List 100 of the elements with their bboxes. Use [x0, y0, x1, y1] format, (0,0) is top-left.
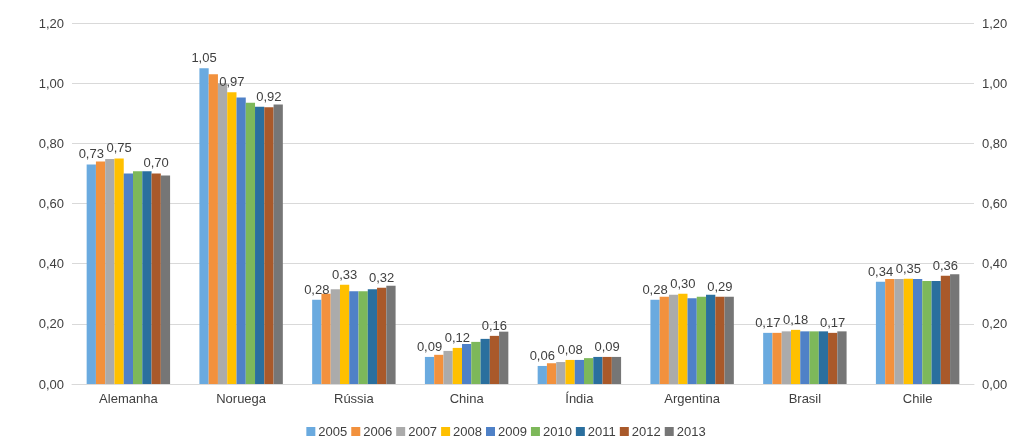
data-label: 0,29 — [707, 278, 733, 294]
x-tick-label: Índia — [565, 391, 595, 406]
y-tick-label: 0,40 — [38, 256, 64, 272]
data-label: 0,09 — [416, 338, 443, 354]
data-label: 0,70 — [143, 155, 169, 171]
bar — [593, 356, 603, 384]
bar — [565, 359, 575, 384]
bar — [922, 281, 932, 384]
x-tick-label: Argentina — [664, 391, 721, 406]
bar — [602, 356, 612, 384]
bar — [912, 279, 923, 384]
data-label: 0,35 — [895, 260, 922, 276]
bar — [358, 291, 368, 384]
bar — [763, 332, 773, 384]
legend-label: 2013 — [676, 424, 706, 439]
x-tick-label: Chile — [902, 391, 933, 406]
legend-label: 2007 — [408, 424, 438, 439]
x-tick-label: Rússia — [334, 391, 375, 406]
bar — [227, 92, 237, 384]
legend-label: 2012 — [631, 424, 661, 439]
legend-label: 2008 — [453, 424, 483, 439]
bar — [696, 296, 707, 384]
x-tick-label: Noruega — [216, 391, 267, 406]
y2-tick-label: 0,40 — [982, 256, 1008, 272]
bar — [556, 362, 566, 384]
data-label: 0,97 — [219, 74, 245, 90]
y-tick-label: 0,60 — [38, 196, 64, 211]
bar — [800, 331, 810, 384]
y2-tick-label: 0,00 — [982, 376, 1008, 392]
y2-tick-label: 0,60 — [982, 196, 1008, 211]
bar — [818, 331, 829, 384]
bar — [86, 164, 96, 384]
bar — [330, 289, 340, 384]
data-label: 0,28 — [304, 281, 330, 297]
bar — [537, 365, 547, 384]
bar — [611, 356, 622, 384]
bar — [95, 161, 106, 384]
bar — [706, 294, 716, 384]
data-label: 0,33 — [331, 266, 358, 282]
bar — [480, 338, 490, 384]
y-tick-label: 1,00 — [38, 75, 64, 91]
data-label: 1,05 — [191, 50, 217, 66]
legend-label: 2010 — [542, 424, 572, 439]
x-tick-label: China — [449, 391, 485, 406]
y2-tick-label: 1,00 — [982, 75, 1008, 91]
y-tick-label: 1,20 — [38, 15, 64, 31]
bar — [142, 171, 152, 384]
bar — [659, 296, 669, 384]
bar — [903, 278, 913, 384]
data-label: 0,36 — [932, 257, 959, 273]
bar — [133, 171, 143, 384]
bar — [367, 289, 378, 384]
bar — [199, 68, 209, 384]
bar — [875, 281, 886, 384]
bar — [471, 341, 481, 384]
bar — [772, 332, 782, 384]
bar — [837, 331, 847, 384]
bar — [339, 284, 350, 384]
data-label: 0,16 — [481, 317, 508, 333]
y-tick-label: 0,20 — [38, 316, 64, 332]
bar — [499, 331, 509, 384]
legend-label: 2006 — [363, 424, 393, 439]
bar — [461, 343, 472, 384]
bar — [114, 158, 124, 384]
bar — [273, 104, 283, 384]
x-tick-label: Alemanha — [99, 391, 159, 406]
bar — [386, 285, 396, 384]
data-label: 0,17 — [820, 314, 846, 330]
data-label: 0,28 — [642, 281, 668, 297]
bar — [105, 158, 115, 384]
bar — [349, 291, 359, 384]
legend-label: 2005 — [318, 424, 348, 439]
data-label: 0,12 — [444, 329, 471, 345]
bar — [255, 106, 265, 384]
data-label: 0,30 — [670, 275, 696, 291]
bar — [894, 279, 904, 384]
legend-label: 2011 — [587, 424, 616, 439]
bar — [715, 296, 725, 384]
bar — [546, 363, 557, 384]
bar — [208, 74, 218, 384]
bar — [950, 274, 960, 384]
bar — [584, 358, 594, 384]
bar — [885, 279, 895, 384]
bar — [781, 331, 791, 384]
bar — [724, 296, 734, 384]
y2-tick-label: 0,20 — [982, 316, 1008, 332]
y-tick-label: 0,00 — [38, 376, 64, 392]
bar — [931, 281, 941, 384]
bar — [424, 356, 435, 384]
data-label: 0,06 — [529, 347, 555, 363]
bar — [940, 275, 951, 384]
bar — [377, 287, 387, 384]
x-tick-label: Brasil — [788, 391, 822, 406]
data-label: 0,34 — [867, 263, 894, 279]
bar — [574, 359, 585, 384]
bar — [809, 331, 819, 384]
bar — [489, 335, 500, 384]
bar — [790, 329, 801, 384]
bar — [245, 102, 256, 384]
data-label: 0,09 — [594, 338, 620, 354]
